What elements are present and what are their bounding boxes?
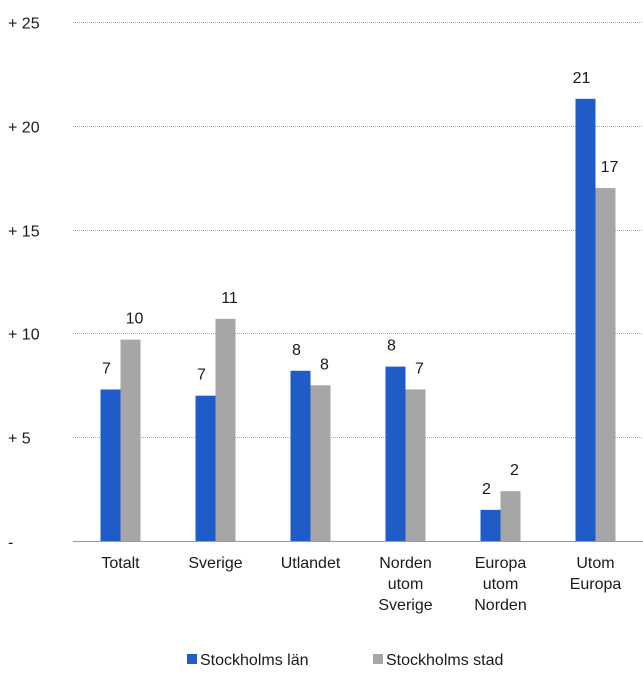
- x-tick-label: Norden utom Sverige: [378, 555, 432, 614]
- y-tick-label: + 10: [8, 327, 40, 344]
- y-tick-label: + 5: [8, 431, 31, 448]
- x-tick-label-line: Europa: [475, 555, 527, 572]
- x-tick-label-line: Sverige: [188, 555, 242, 572]
- data-label: 2: [510, 462, 519, 479]
- bar: [575, 98, 596, 541]
- legend: Stockholms län Stockholms stad: [187, 652, 503, 669]
- data-label: 8: [292, 342, 301, 359]
- bar: [290, 370, 311, 541]
- x-axis: Totalt Sverige Utlandet Norden utom Sverige Eu…: [101, 555, 621, 614]
- bar: [480, 509, 501, 541]
- data-label: 7: [415, 360, 424, 377]
- data-label: 8: [387, 338, 396, 355]
- legend-swatch: [187, 654, 197, 664]
- bar: [195, 395, 216, 541]
- x-tick-label-line: Norden: [379, 555, 431, 572]
- gridlines: [73, 22, 643, 542]
- data-label: 10: [126, 311, 144, 328]
- data-label: 21: [573, 70, 591, 87]
- x-tick-label: Europa utom Norden: [474, 555, 526, 614]
- bars: [100, 98, 616, 541]
- bar: [500, 491, 521, 541]
- x-tick-label-line: Utom: [576, 555, 614, 572]
- data-label: 17: [601, 159, 619, 176]
- y-tick-label: + 25: [8, 16, 40, 33]
- data-label: 11: [221, 290, 238, 307]
- x-tick-label-line: Norden: [474, 597, 526, 614]
- legend-label: Stockholms stad: [386, 652, 503, 669]
- x-tick-label-line: utom: [483, 576, 519, 593]
- bar: [120, 339, 141, 541]
- x-tick-label-line: Utlandet: [281, 555, 341, 572]
- x-tick-label-line: Sverige: [378, 597, 432, 614]
- y-axis: - + 5 + 10 + 15 + 20 + 25: [8, 16, 40, 552]
- y-tick-label: + 15: [8, 224, 40, 241]
- x-tick-label: Utlandet: [281, 555, 341, 572]
- data-labels: 7 7 8 8 2 21 10 11 8 7 2 17: [102, 70, 618, 498]
- data-label: 2: [482, 481, 491, 498]
- x-tick-label-line: Totalt: [101, 555, 140, 572]
- bar: [215, 318, 236, 541]
- x-tick-label: Totalt: [101, 555, 140, 572]
- legend-label: Stockholms län: [200, 652, 309, 669]
- x-tick-label: Sverige: [188, 555, 242, 572]
- y-tick-label: -: [8, 535, 13, 552]
- legend-swatch: [373, 654, 383, 664]
- data-label: 8: [320, 356, 329, 373]
- bar: [405, 389, 426, 541]
- bar: [310, 385, 331, 541]
- x-tick-label-line: Europa: [570, 576, 622, 593]
- data-label: 7: [102, 360, 111, 377]
- y-tick-label: + 20: [8, 120, 40, 137]
- bar: [385, 366, 406, 541]
- x-tick-label: Utom Europa: [570, 555, 622, 593]
- x-tick-label-line: utom: [388, 576, 424, 593]
- bar: [595, 188, 616, 541]
- data-label: 7: [197, 367, 206, 384]
- bar: [100, 389, 121, 541]
